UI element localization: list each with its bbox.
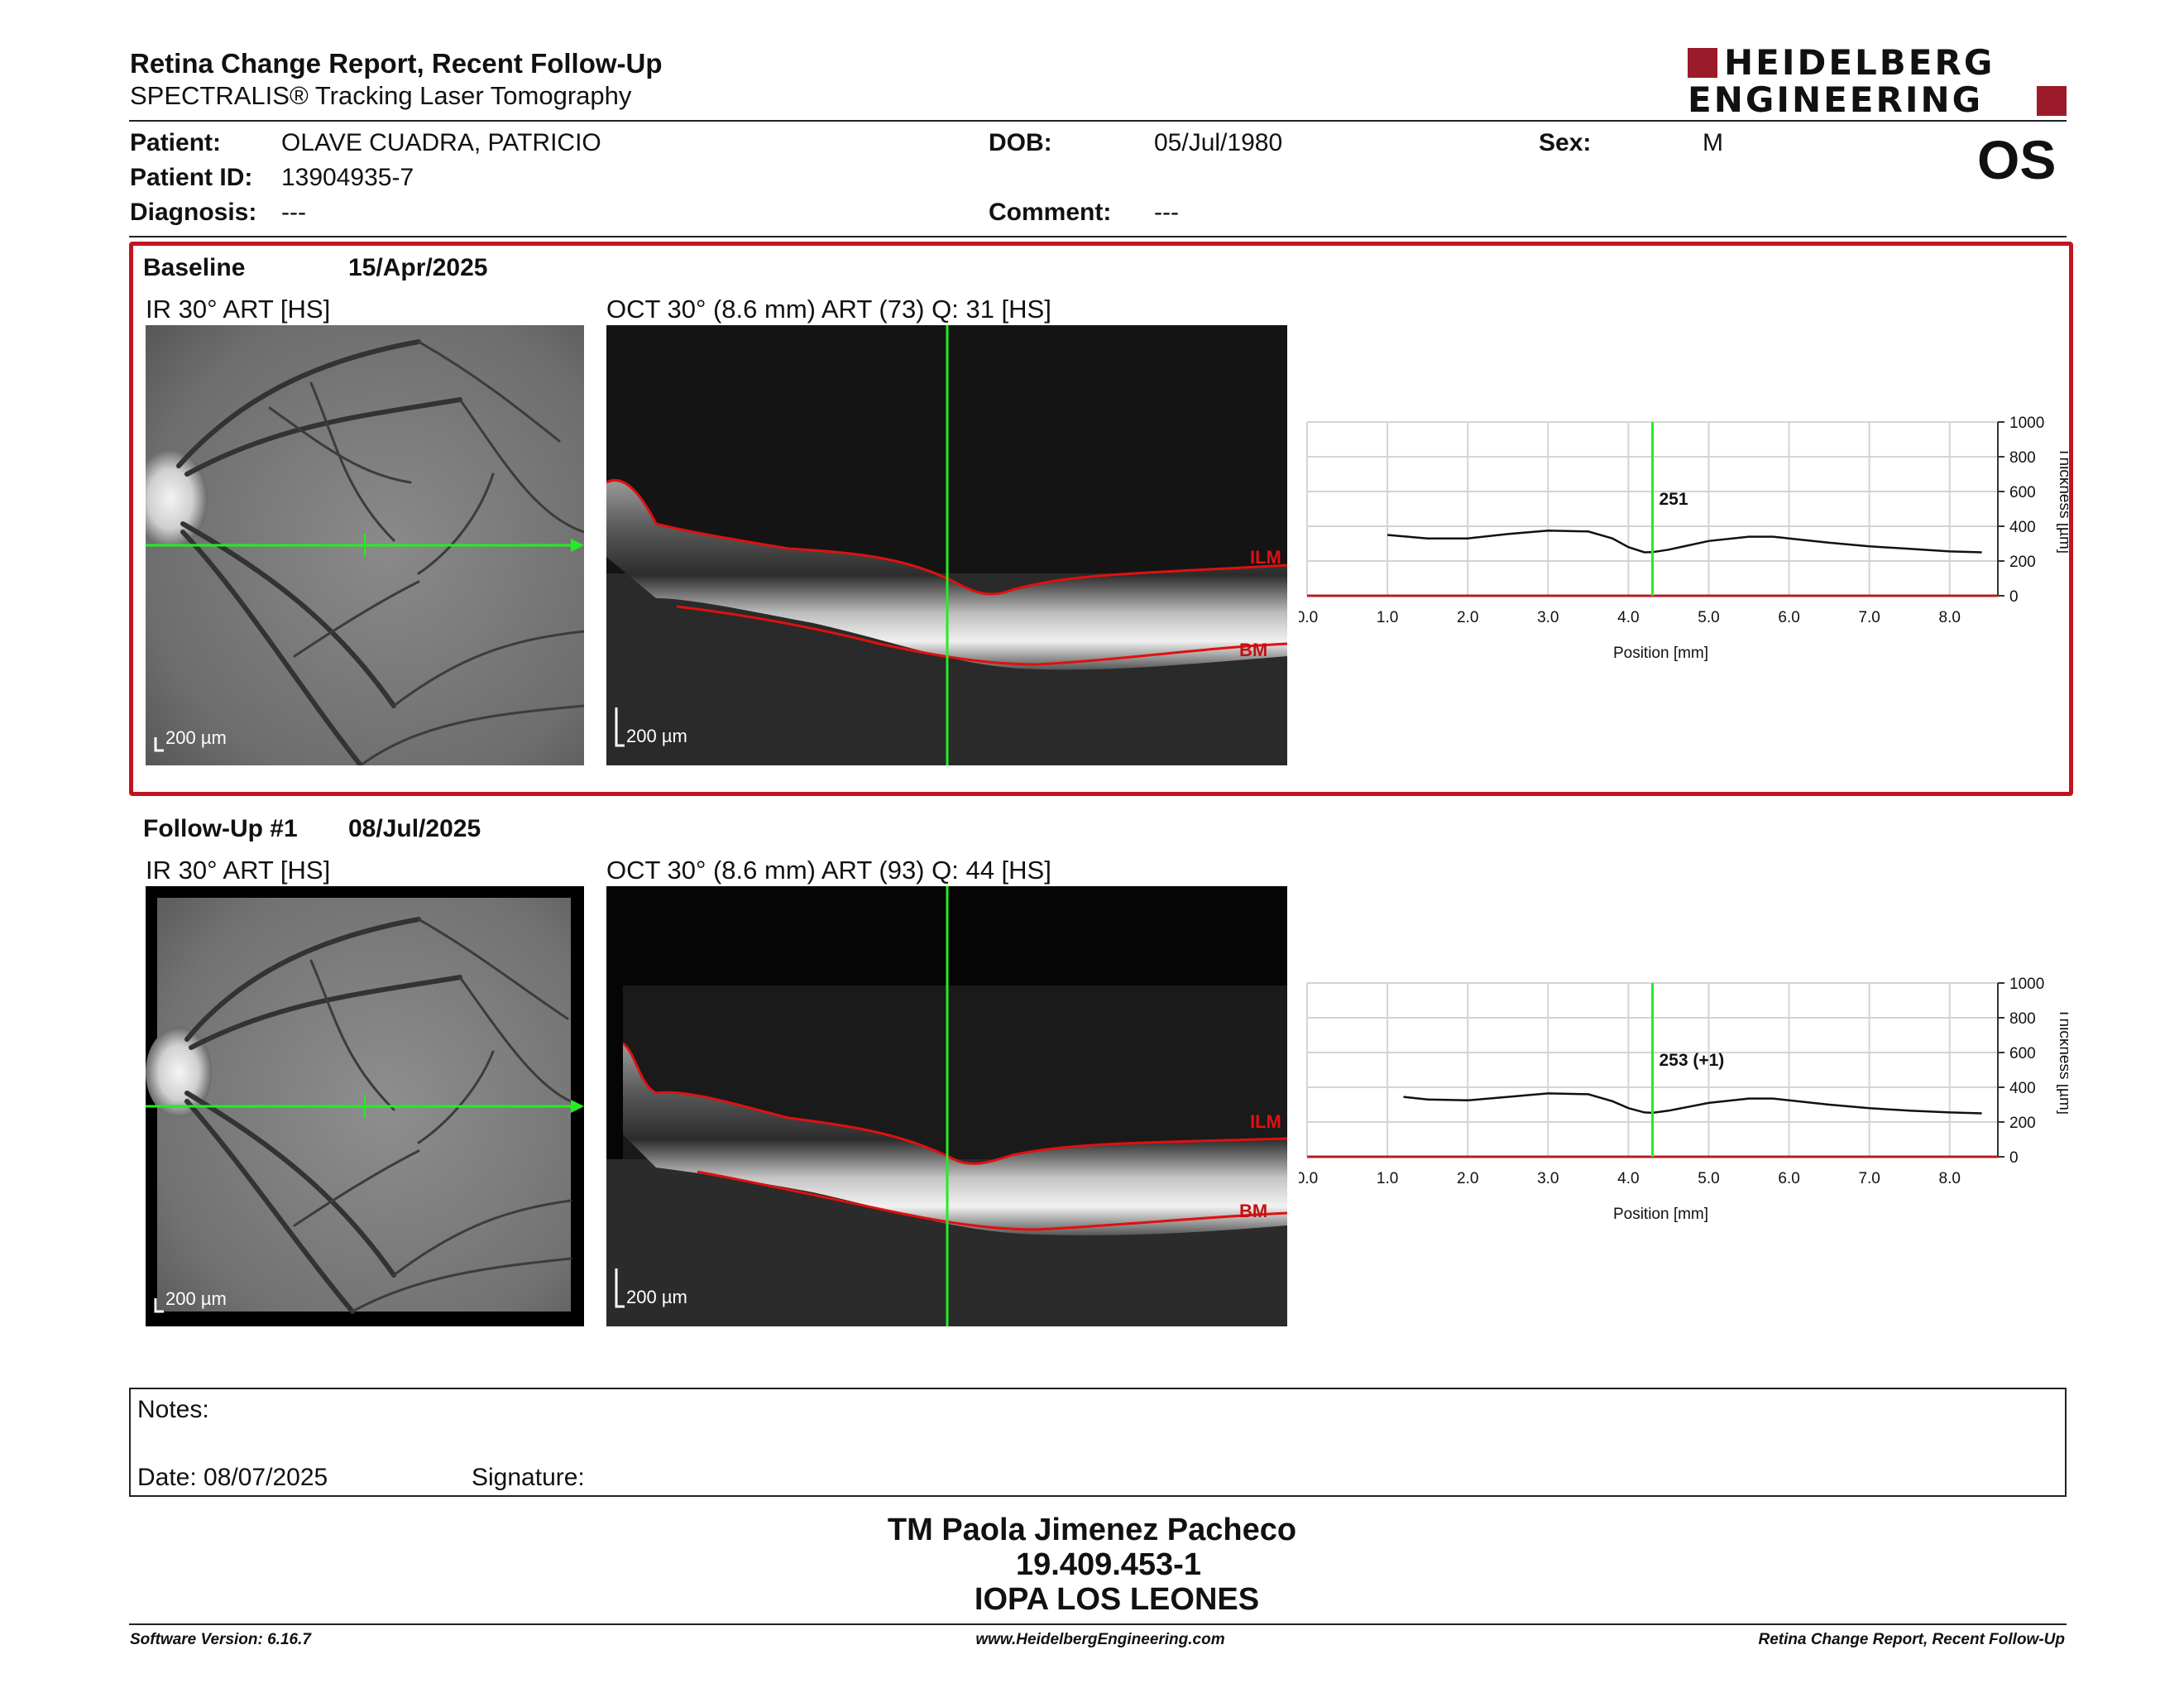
baseline-ir-caption: IR 30° ART [HS] [146,295,331,324]
followup-ir-scale: 200 µm [165,1288,227,1309]
x-tick-label: 0.0 [1299,1170,1318,1187]
followup-ir-image[interactable]: 200 µm [146,886,584,1326]
x-tick-label: 5.0 [1698,1170,1719,1187]
x-tick-label: 6.0 [1778,609,1799,626]
thickness-series-line [1403,1092,1982,1115]
signer-org: IOPA LOS LEONES [974,1582,1260,1617]
x-tick-label: 7.0 [1858,1170,1880,1187]
x-tick-label: 0.0 [1299,609,1318,626]
followup-oct-image[interactable]: ILM BM 200 µm [606,886,1287,1326]
baseline-oct-caption: OCT 30° (8.6 mm) ART (73) Q: 31 [HS] [606,295,1051,324]
patient-id: 13904935-7 [281,164,414,191]
x-tick-label: 8.0 [1939,1170,1961,1187]
marker-value-label: 251 [1660,490,1688,509]
marker-value-label: 253 (+1) [1660,1051,1725,1070]
dob-value: 05/Jul/1980 [1154,129,1283,156]
header-rule [129,120,2067,122]
comment-label: Comment: [989,199,1112,226]
dob-label: DOB: [989,129,1052,156]
notes-date: Date: 08/07/2025 [137,1464,328,1491]
notes-box[interactable]: Notes: Date: 08/07/2025 Signature: [129,1388,2067,1497]
patient-id-label: Patient ID: [130,164,253,191]
followup-oct-scale: 200 µm [626,1287,687,1307]
y-tick-label: 200 [2009,554,2036,571]
y-tick-label: 400 [2009,519,2036,536]
y-tick-label: 0 [2009,588,2019,606]
y-tick-label: 0 [2009,1149,2019,1167]
patient-rule [129,236,2067,237]
baseline-ir-scale: 200 µm [165,727,227,748]
x-tick-label: 2.0 [1457,1170,1478,1187]
baseline-date: 15/Apr/2025 [348,254,488,281]
footer-software-version: Software Version: 6.16.7 [130,1631,311,1648]
x-tick-label: 1.0 [1377,609,1398,626]
followup-thickness-chart: 0.0 1.0 2.0 3.0 4.0 5.0 6.0 7.0 8.0 0 200 400 600 800… [1296,975,2073,1240]
x-tick-label: 2.0 [1457,609,1478,626]
x-tick-label: 3.0 [1537,609,1559,626]
signer-name: TM Paola Jimenez Pacheco [887,1513,1297,1547]
y-axis-label: Thickness [µm] [2056,448,2068,554]
x-tick-label: 7.0 [1858,609,1880,626]
baseline-label: Baseline [143,254,246,281]
baseline-chart-svg: 0.0 1.0 2.0 3.0 4.0 5.0 6.0 7.0 8.0 0 200 400 600 800… [1296,415,2073,662]
patient-label: Patient: [130,129,222,156]
followup-oct-caption: OCT 30° (8.6 mm) ART (93) Q: 44 [HS] [606,856,1051,885]
notes-label: Notes: [137,1396,209,1423]
logo-text-2: ENGINEERING [1688,79,1984,120]
y-axis-label: Thickness [µm] [2056,1009,2068,1115]
baseline-frame [129,242,2073,796]
y-tick-label: 800 [2009,1010,2036,1028]
y-tick-label: 1000 [2009,976,2044,993]
baseline-oct-scale: 200 µm [626,726,687,746]
y-tick-label: 400 [2009,1080,2036,1097]
logo-square-icon [1688,48,1717,78]
footer-report-name: Retina Change Report, Recent Follow-Up [1758,1631,2065,1648]
report-title: Retina Change Report, Recent Follow-Up [130,48,663,79]
y-tick-label: 200 [2009,1115,2036,1132]
signature-label: Signature: [472,1464,585,1491]
y-tick-label: 600 [2009,1045,2036,1062]
x-tick-label: 6.0 [1778,1170,1799,1187]
logo-text-1: HEIDELBERG [1724,42,1995,83]
baseline-thickness-chart: 0.0 1.0 2.0 3.0 4.0 5.0 6.0 7.0 8.0 0 200 400 600 800… [1296,414,2073,679]
baseline-oct-image[interactable]: ILM BM 200 µm [606,325,1287,765]
logo-square-icon-2 [2037,86,2067,116]
eye-indicator: OS [1977,129,2057,190]
x-axis-label: Position [mm] [1613,1206,1708,1223]
x-axis-label: Position [mm] [1613,645,1708,662]
followup-chart-svg: 0.0 1.0 2.0 3.0 4.0 5.0 6.0 7.0 8.0 0 200 400 600 800… [1296,976,2073,1223]
heidelberg-logo: HEIDELBERG ENGINEERING [1688,45,2068,119]
x-tick-label: 4.0 [1617,1170,1639,1187]
report-subtitle: SPECTRALIS® Tracking Laser Tomography [130,81,632,110]
y-tick-label: 800 [2009,449,2036,467]
x-tick-label: 8.0 [1939,609,1961,626]
x-tick-label: 5.0 [1698,609,1719,626]
comment-value: --- [1154,199,1179,226]
x-tick-label: 3.0 [1537,1170,1559,1187]
followup-label: Follow-Up #1 [143,815,298,842]
thickness-series-line [1387,530,1982,554]
sex-label: Sex: [1539,129,1592,156]
x-tick-label: 4.0 [1617,609,1639,626]
y-tick-label: 600 [2009,484,2036,501]
followup-date: 08/Jul/2025 [348,815,481,842]
diagnosis-value: --- [281,199,306,226]
sex-value: M [1703,129,1723,156]
baseline-ir-image[interactable]: 200 µm [146,325,584,765]
baseline-bm-label: BM [1239,640,1268,660]
footer-website-link[interactable]: www.HeidelbergEngineering.com [975,1631,1225,1648]
signer-id: 19.409.453-1 [1016,1547,1201,1582]
baseline-ilm-label: ILM [1250,547,1281,568]
followup-ir-caption: IR 30° ART [HS] [146,856,331,885]
x-tick-label: 1.0 [1377,1170,1398,1187]
diagnosis-label: Diagnosis: [130,199,257,226]
y-tick-label: 1000 [2009,415,2044,432]
followup-ilm-label: ILM [1250,1111,1281,1132]
footer-rule [129,1623,2067,1625]
patient-name: OLAVE CUADRA, PATRICIO [281,129,601,156]
followup-bm-label: BM [1239,1201,1268,1221]
